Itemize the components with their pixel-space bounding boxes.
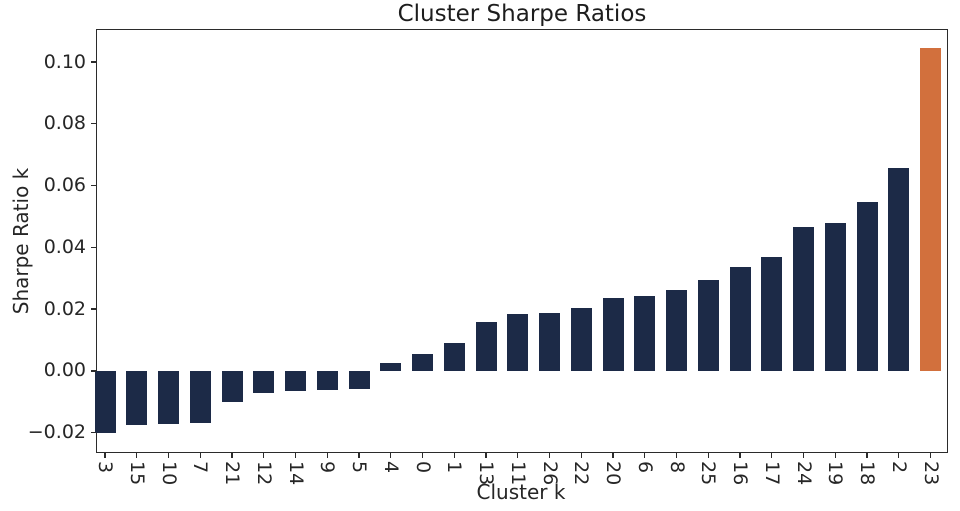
y-tick-mark [91, 370, 96, 372]
x-tick-label-16: 16 [729, 461, 751, 486]
bar-cluster-12 [253, 370, 275, 394]
x-tick-mark [644, 453, 646, 458]
bar-cluster-11 [507, 314, 529, 371]
x-tick-label-1: 1 [443, 461, 466, 474]
bar-cluster-23 [920, 48, 941, 371]
y-tick-mark [91, 184, 96, 187]
x-tick-mark [199, 453, 201, 458]
x-tick-mark [136, 453, 138, 458]
bar-cluster-19 [824, 222, 846, 371]
x-tick-label-17: 17 [760, 461, 783, 486]
x-tick-mark [802, 453, 805, 458]
x-tick-label-3: 3 [94, 461, 116, 474]
bar-cluster-10 [158, 370, 179, 424]
bar-cluster-24 [793, 226, 814, 371]
x-tick-mark [263, 453, 265, 458]
x-tick-label-13: 13 [475, 461, 497, 486]
x-tick-mark [548, 453, 551, 458]
bar-cluster-18 [856, 201, 878, 371]
x-tick-mark [834, 453, 836, 458]
x-tick-label-2: 2 [887, 461, 910, 474]
x-tick-mark [390, 453, 392, 458]
y-tick-label-0.00: 0.00 [43, 359, 86, 382]
y-tick-label-0.08: 0.08 [43, 112, 86, 135]
x-tick-label-19: 19 [824, 461, 847, 486]
bar-cluster-17 [761, 256, 783, 371]
x-tick-mark [231, 453, 233, 458]
bar-cluster-16 [729, 266, 751, 371]
x-tick-mark [485, 453, 487, 458]
y-tick-mark [91, 246, 96, 249]
x-tick-mark [675, 453, 678, 458]
x-tick-label-15: 15 [125, 461, 148, 486]
x-axis-label: Cluster k [476, 480, 566, 504]
bar-cluster-2 [888, 168, 910, 371]
x-tick-mark [771, 453, 773, 458]
bar-cluster-14 [285, 370, 306, 392]
bar-cluster-15 [126, 370, 148, 425]
x-tick-label-25: 25 [697, 461, 720, 486]
x-tick-label-11: 11 [506, 461, 529, 486]
chart-title: Cluster Sharpe Ratios [397, 1, 647, 27]
x-tick-mark [358, 453, 360, 458]
y-tick-label-0.10: 0.10 [43, 50, 86, 73]
x-tick-label-0: 0 [411, 461, 434, 474]
x-tick-mark [453, 453, 455, 458]
bar-cluster-25 [697, 280, 719, 371]
x-tick-label-6: 6 [633, 461, 656, 474]
bar-cluster-0 [412, 353, 433, 371]
bar-cluster-8 [666, 289, 687, 371]
x-tick-label-7: 7 [189, 461, 212, 474]
x-tick-label-4: 4 [379, 461, 402, 474]
bar-cluster-4 [380, 363, 402, 371]
x-tick-mark [866, 453, 868, 458]
x-tick-label-8: 8 [665, 461, 688, 474]
y-tick-label-0.02: 0.02 [43, 297, 86, 320]
x-tick-mark [707, 453, 709, 458]
x-tick-label-23: 23 [919, 461, 942, 486]
x-tick-label-26: 26 [538, 461, 561, 486]
x-tick-mark [739, 453, 741, 458]
y-tick-mark [91, 431, 96, 434]
y-tick-label-0.04: 0.04 [43, 235, 86, 258]
x-tick-label-18: 18 [856, 461, 878, 486]
bar-cluster-22 [570, 307, 592, 371]
x-tick-mark [898, 453, 900, 458]
bar-cluster-20 [602, 298, 624, 371]
x-tick-label-22: 22 [570, 461, 593, 486]
bar-cluster-3 [94, 370, 116, 433]
x-tick-label-9: 9 [316, 461, 339, 474]
x-tick-label-20: 20 [602, 461, 624, 486]
x-tick-mark [294, 453, 297, 458]
bar-cluster-7 [189, 370, 211, 424]
y-tick-label-−0.02: −0.02 [27, 421, 86, 444]
y-tick-label-0.06: 0.06 [43, 174, 86, 197]
bar-cluster-13 [475, 322, 497, 371]
bar-cluster-21 [221, 370, 243, 402]
x-tick-mark [929, 453, 932, 458]
x-tick-mark [517, 453, 519, 458]
bar-cluster-6 [634, 295, 656, 371]
x-tick-label-24: 24 [792, 461, 815, 486]
bar-cluster-9 [316, 370, 338, 390]
x-tick-label-10: 10 [157, 461, 180, 486]
x-tick-mark [580, 453, 582, 458]
x-tick-mark [167, 453, 170, 458]
x-tick-mark [612, 453, 614, 458]
x-tick-label-14: 14 [284, 461, 307, 486]
bar-cluster-1 [443, 343, 465, 371]
y-tick-mark [91, 61, 96, 63]
bar-cluster-26 [539, 313, 560, 371]
y-tick-mark [91, 123, 96, 125]
x-tick-mark [104, 453, 106, 458]
bar-cluster-5 [348, 370, 370, 389]
x-tick-label-12: 12 [252, 461, 275, 486]
x-tick-mark [421, 453, 424, 458]
y-tick-mark [91, 308, 96, 310]
x-tick-label-21: 21 [221, 461, 243, 486]
x-tick-mark [326, 453, 328, 458]
x-tick-label-5: 5 [348, 461, 370, 474]
